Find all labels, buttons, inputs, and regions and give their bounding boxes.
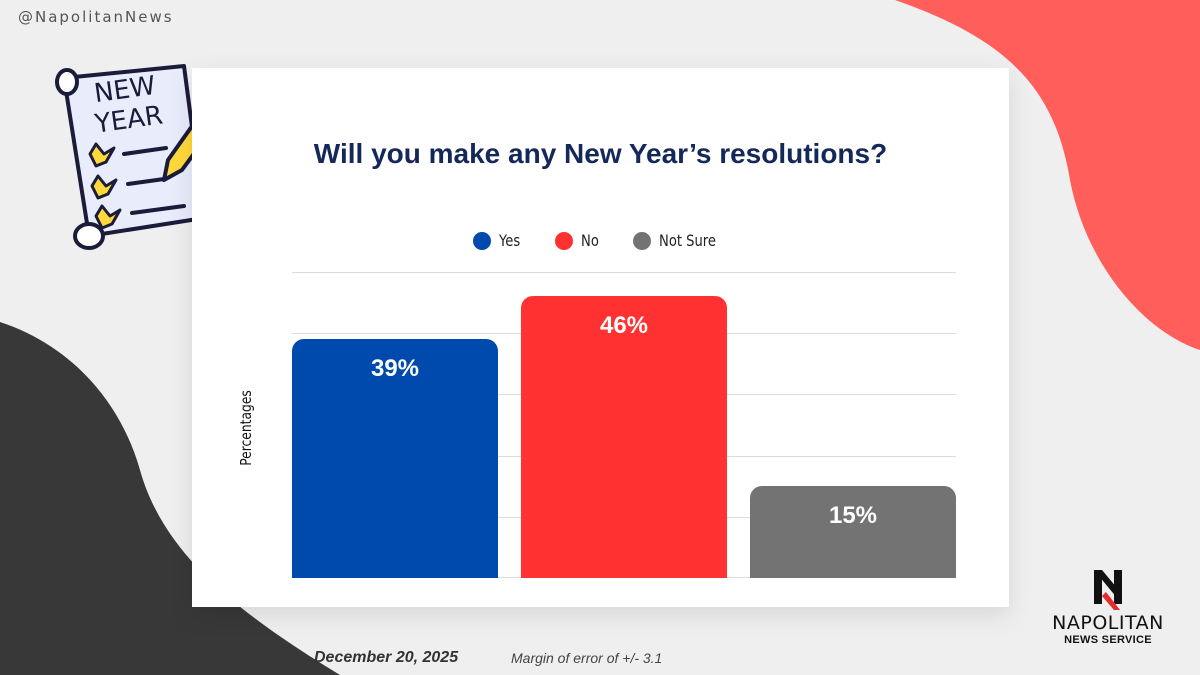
- bar-label-yes: 39%: [370, 355, 420, 383]
- legend-label-yes: Yes: [498, 231, 521, 250]
- bar-no: 46%: [521, 296, 727, 578]
- social-handle: @NapolitanNews: [18, 8, 174, 26]
- plot-area: 39% 46% 15%: [292, 272, 956, 578]
- napolitan-logo: NAPOLITAN NEWS SERVICE: [1040, 566, 1176, 650]
- chart-card: Will you make any New Year’s resolutions…: [192, 68, 1009, 607]
- bar-not-sure: 15%: [750, 486, 956, 578]
- n-logo-icon: [1094, 570, 1122, 610]
- bar-yes: 39%: [292, 339, 498, 578]
- logo-name: NAPOLITAN: [1052, 612, 1164, 634]
- y-axis-label: Percentages: [237, 390, 255, 466]
- footer-date: December 20, 2025: [314, 649, 459, 666]
- coral-blob: [895, 0, 1200, 350]
- legend-item-no: No: [554, 231, 603, 250]
- chart-title: Will you make any New Year’s resolutions…: [313, 138, 888, 169]
- dark-blob: [0, 322, 340, 675]
- legend-item-not-sure: Not Sure: [632, 231, 728, 250]
- legend-dot-not-sure: [632, 231, 651, 250]
- legend-label-no: No: [580, 231, 599, 250]
- logo-subtitle: NEWS SERVICE: [1064, 634, 1152, 646]
- new-year-scroll-icon: NEW YEAR: [55, 64, 234, 250]
- legend-label-not-sure: Not Sure: [658, 231, 716, 250]
- bar-label-not-sure: 15%: [828, 502, 878, 530]
- legend-dot-yes: [472, 231, 491, 250]
- bar-label-no: 46%: [599, 312, 649, 340]
- legend: Yes No Not Sure: [192, 231, 1009, 250]
- legend-item-yes: Yes: [472, 231, 525, 250]
- footer-margin-of-error: Margin of error of +/- 3.1: [511, 650, 663, 666]
- legend-dot-no: [554, 231, 573, 250]
- gridline: [292, 272, 956, 273]
